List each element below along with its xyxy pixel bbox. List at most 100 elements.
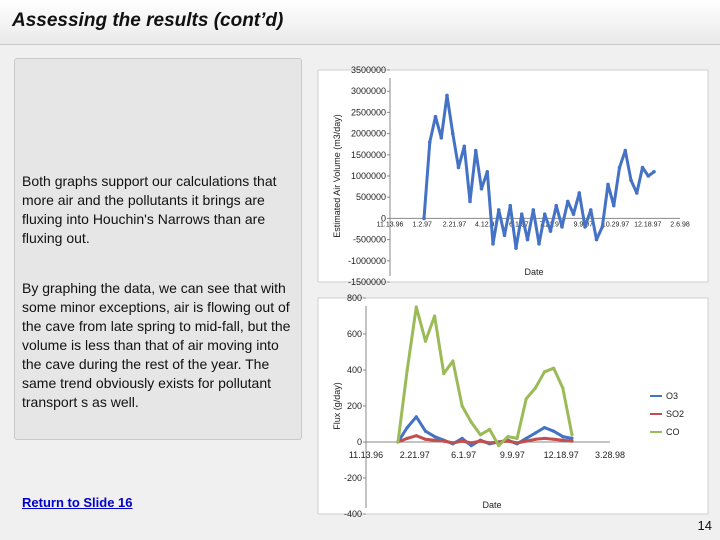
data-point (623, 148, 628, 153)
data-point (433, 435, 437, 439)
data-point (423, 339, 428, 343)
data-point (514, 246, 518, 250)
y-tick-label: -200 (344, 473, 362, 483)
data-point (570, 433, 574, 437)
data-point (422, 216, 426, 221)
data-point (427, 140, 432, 144)
data-point (629, 178, 633, 183)
data-point (634, 191, 639, 195)
data-point (533, 431, 537, 435)
plot-area (317, 297, 709, 515)
data-point (439, 136, 444, 140)
data-point (462, 144, 467, 149)
x-axis-title: Date (524, 267, 543, 277)
data-point (469, 444, 473, 448)
data-point (570, 439, 574, 443)
data-point (524, 439, 528, 443)
y-tick-label: 2500000 (351, 107, 386, 117)
data-point (469, 441, 473, 445)
x-tick-label: 3.28.98 (595, 450, 625, 460)
data-point (405, 436, 409, 440)
data-point (460, 436, 464, 440)
data-point (588, 208, 593, 212)
data-point (519, 212, 524, 216)
data-point (515, 436, 519, 440)
x-tick-label: 12.18.97 (544, 450, 579, 460)
data-point (460, 439, 464, 443)
data-point (525, 237, 530, 242)
data-point (640, 165, 645, 170)
data-point (451, 359, 455, 363)
y-axis-title: Flux (g/day) (332, 382, 342, 430)
data-point (646, 174, 651, 178)
data-point (515, 441, 519, 445)
text-card (14, 58, 302, 440)
data-point (606, 182, 610, 187)
x-tick-label: 11.13.96 (377, 221, 404, 228)
return-to-slide-link[interactable]: Return to Slide 16 (22, 495, 133, 510)
x-tick-label: 12.18.97 (634, 221, 661, 228)
data-point (496, 208, 501, 212)
data-point (594, 237, 599, 242)
y-tick-label: -500000 (353, 235, 386, 245)
data-point (485, 169, 490, 174)
data-point (433, 438, 437, 442)
data-point (502, 233, 507, 238)
data-point (442, 372, 446, 376)
x-tick-label: 2.6.98 (670, 221, 690, 228)
data-point (414, 415, 418, 419)
legend-label: SO2 (666, 409, 684, 419)
x-tick-label: 6.1.97 (451, 450, 476, 460)
data-point (506, 435, 510, 439)
x-axis-title: Date (482, 500, 501, 510)
data-point (570, 436, 574, 440)
data-point (508, 203, 513, 208)
data-point (456, 165, 461, 170)
data-point (611, 203, 616, 208)
x-tick-label: 11.13.96 (349, 450, 383, 460)
data-point (442, 439, 446, 443)
data-point (478, 433, 483, 437)
explanation-paragraph: By graphing the data, we can see that wi… (22, 280, 291, 410)
data-point (552, 437, 556, 441)
y-tick-label: -1500000 (348, 277, 386, 287)
data-point (414, 305, 418, 309)
series-line-co (396, 305, 574, 448)
data-point (561, 438, 565, 442)
data-point (469, 420, 473, 424)
x-tick-label: 2.21.97 (443, 221, 466, 228)
y-tick-label: 200 (347, 401, 362, 411)
x-tick-label: 4.12.97 (475, 221, 498, 228)
data-point (405, 368, 409, 372)
data-point (433, 314, 437, 318)
data-point (600, 225, 605, 229)
data-point (542, 370, 547, 374)
y-tick-label: 1000000 (351, 171, 386, 181)
slide-title: Assessing the results (cont’d) (12, 10, 284, 31)
y-tick-label: 3500000 (351, 65, 386, 75)
data-point (542, 212, 547, 216)
data-point (524, 436, 528, 440)
data-point (552, 429, 556, 433)
data-point (524, 397, 528, 401)
data-point (552, 366, 556, 370)
data-point (491, 242, 495, 246)
data-point (548, 229, 553, 233)
data-point (414, 434, 418, 438)
data-point (531, 208, 536, 212)
data-point (479, 186, 484, 191)
y-axis-title: Estimated Air Volume (m3/day) (332, 114, 342, 238)
data-point (542, 436, 547, 440)
data-point (533, 386, 537, 390)
y-tick-label: -400 (344, 509, 362, 519)
y-tick-label: 800 (347, 293, 362, 303)
data-point (423, 437, 428, 441)
legend-label: O3 (666, 391, 678, 401)
y-tick-label: 1500000 (351, 150, 386, 160)
data-point (497, 444, 501, 448)
y-tick-label: 400 (347, 365, 362, 375)
data-point (561, 386, 565, 390)
y-tick-label: 3000000 (351, 86, 386, 96)
